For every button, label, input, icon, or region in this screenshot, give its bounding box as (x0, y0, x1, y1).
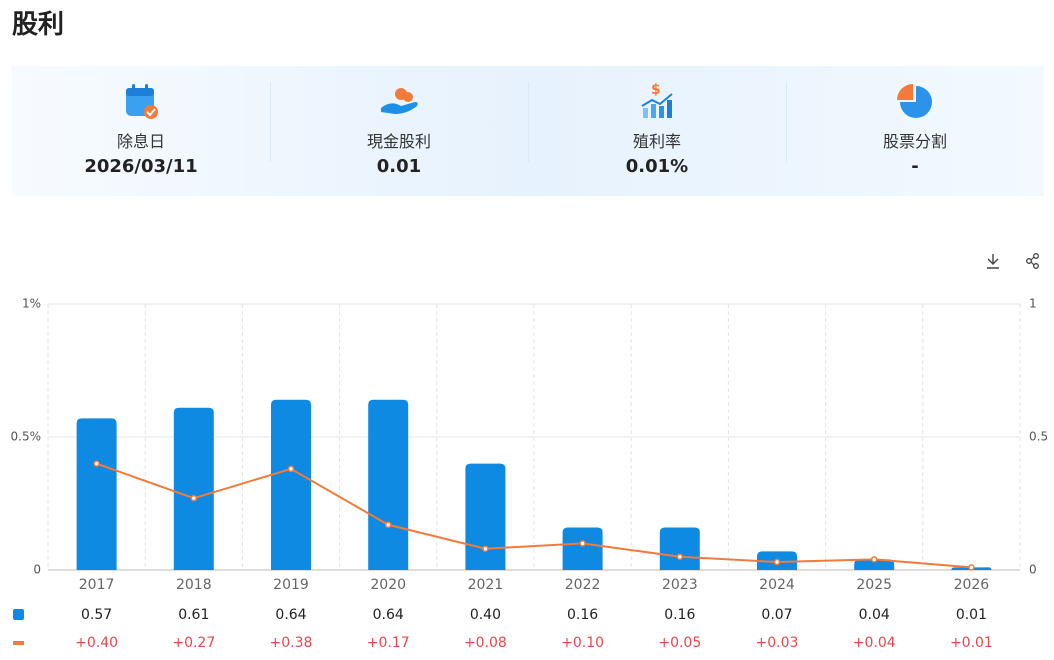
y2-tick-label: 0.5 (1029, 430, 1048, 444)
bar (854, 559, 895, 570)
summary-item: $ 殖利率 0.01% (528, 66, 786, 196)
summary-value: 0.01% (625, 156, 689, 177)
bar (76, 418, 117, 570)
table-value: +0.01 (950, 635, 993, 651)
x-tick-label: 2023 (662, 577, 698, 593)
download-button[interactable] (987, 254, 999, 269)
table-value: 0.57 (81, 607, 112, 623)
table-value: 0.04 (859, 607, 890, 623)
y-tick-label: 0.5% (11, 430, 42, 444)
dividend-icon (381, 88, 418, 114)
table-value: +0.38 (270, 635, 313, 651)
table-value: 0.64 (373, 607, 404, 623)
summary-value: - (911, 156, 919, 177)
line-point (482, 545, 489, 552)
x-tick-label: 2017 (79, 577, 115, 593)
summary-label: 股票分割 (882, 132, 947, 151)
summary-item: 除息日 2026/03/11 (12, 66, 270, 196)
y-tick-label: 0 (33, 563, 41, 577)
line-point (190, 494, 198, 502)
legend-swatch (13, 641, 24, 645)
line-point (287, 465, 295, 473)
summary-label: 殖利率 (632, 132, 681, 151)
calendar-icon (126, 84, 158, 119)
x-tick-label: 2022 (565, 577, 601, 593)
bar (465, 463, 506, 570)
x-tick-label: 2021 (468, 577, 504, 593)
table-value: 0.16 (567, 607, 598, 623)
x-tick-label: 2018 (176, 577, 212, 593)
y-tick-label: 1% (22, 297, 41, 311)
summary-band: 除息日 2026/03/11 現金股利 0.01 $ 殖利率 0.01% 股票分… (12, 66, 1044, 196)
x-tick-label: 2024 (759, 577, 795, 593)
table-value: +0.03 (756, 635, 799, 651)
summary-value: 2026/03/11 (84, 156, 198, 177)
bar (368, 399, 409, 570)
y2-tick-label: 1 (1029, 297, 1037, 311)
line-point (676, 553, 684, 560)
page-title: 股利 (12, 10, 65, 40)
table-value: 0.01 (956, 607, 987, 623)
table-value: 0.40 (470, 607, 501, 623)
summary-label: 除息日 (116, 132, 165, 151)
table-value: 0.16 (664, 607, 695, 623)
table-value: 0.07 (761, 607, 792, 623)
svg-text:$: $ (651, 82, 661, 98)
bar (173, 407, 214, 570)
summary-label: 現金股利 (366, 132, 431, 151)
table-value: +0.40 (75, 635, 118, 651)
line-point (968, 564, 975, 571)
legend-swatch (13, 609, 24, 620)
split-icon (897, 84, 932, 118)
summary-item: 股票分割 - (786, 66, 1044, 196)
line-point (384, 521, 392, 529)
bar (659, 527, 700, 570)
table-value: +0.17 (367, 635, 410, 651)
line-point (870, 556, 878, 563)
table-value: +0.04 (853, 635, 896, 651)
yield-icon: $ (641, 82, 673, 118)
line-point (579, 540, 586, 547)
table-value: 0.61 (178, 607, 209, 623)
table-value: 0.64 (275, 607, 306, 623)
x-tick-label: 2019 (273, 577, 309, 593)
summary-item: 現金股利 0.01 (270, 66, 528, 196)
table-value: +0.10 (561, 635, 604, 651)
table-value: +0.27 (172, 635, 215, 651)
table-value: +0.05 (658, 635, 701, 651)
line (96, 462, 972, 569)
bar (271, 399, 311, 570)
y2-tick-label: 0 (1029, 563, 1037, 577)
bar (562, 527, 603, 570)
x-tick-label: 2020 (370, 577, 406, 593)
x-tick-label: 2026 (954, 577, 990, 593)
summary-value: 0.01 (376, 156, 422, 177)
line-point (93, 460, 100, 467)
line-point (773, 558, 781, 566)
table-value: +0.08 (464, 635, 507, 651)
x-tick-label: 2025 (856, 577, 892, 593)
share-button[interactable] (1026, 253, 1039, 269)
